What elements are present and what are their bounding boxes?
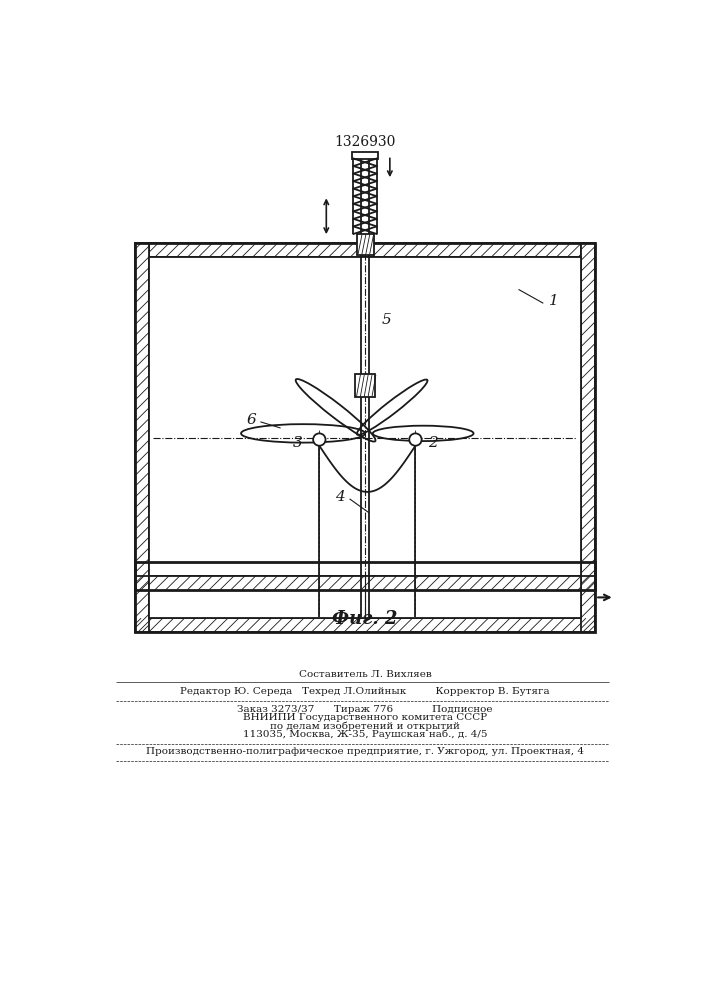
Text: Производственно-полиграфическое предприятие, г. Ужгород, ул. Проектная, 4: Производственно-полиграфическое предприя… — [146, 747, 584, 756]
Bar — [135, 562, 595, 632]
Bar — [149, 576, 581, 590]
Text: 2: 2 — [428, 436, 438, 450]
Bar — [149, 243, 581, 257]
Bar — [149, 576, 581, 618]
Bar — [355, 374, 375, 397]
Bar — [581, 576, 595, 632]
Text: 1326930: 1326930 — [334, 135, 396, 149]
Bar — [356, 234, 373, 255]
Bar — [135, 243, 595, 590]
Text: ВНИИПИ Государственного комитета СССР: ВНИИПИ Государственного комитета СССР — [243, 713, 487, 722]
Text: Редактор Ю. Середа   Техред Л.Олийнык         Корректор В. Бутяга: Редактор Ю. Середа Техред Л.Олийнык Корр… — [180, 687, 550, 696]
Bar — [135, 243, 149, 590]
Circle shape — [313, 433, 325, 446]
Text: 5: 5 — [382, 313, 392, 327]
Text: 1: 1 — [549, 294, 559, 308]
Circle shape — [409, 433, 421, 446]
Bar — [581, 243, 595, 590]
Text: 4: 4 — [335, 490, 345, 504]
Text: Заказ 3273/37      Тираж 776            Подписное: Заказ 3273/37 Тираж 776 Подписное — [238, 705, 493, 714]
Text: 6: 6 — [246, 413, 256, 427]
Text: 3: 3 — [293, 436, 303, 450]
Text: 113035, Москва, Ж-35, Раушская наб., д. 4/5: 113035, Москва, Ж-35, Раушская наб., д. … — [243, 730, 487, 739]
Bar — [135, 618, 595, 632]
Bar — [135, 576, 149, 632]
Text: Составитель Л. Вихляев: Составитель Л. Вихляев — [298, 670, 431, 679]
Text: по делам изобретений и открытий: по делам изобретений и открытий — [270, 721, 460, 731]
Bar — [149, 257, 581, 576]
Text: Фиг. 2: Фиг. 2 — [332, 610, 398, 628]
Bar — [352, 152, 378, 158]
